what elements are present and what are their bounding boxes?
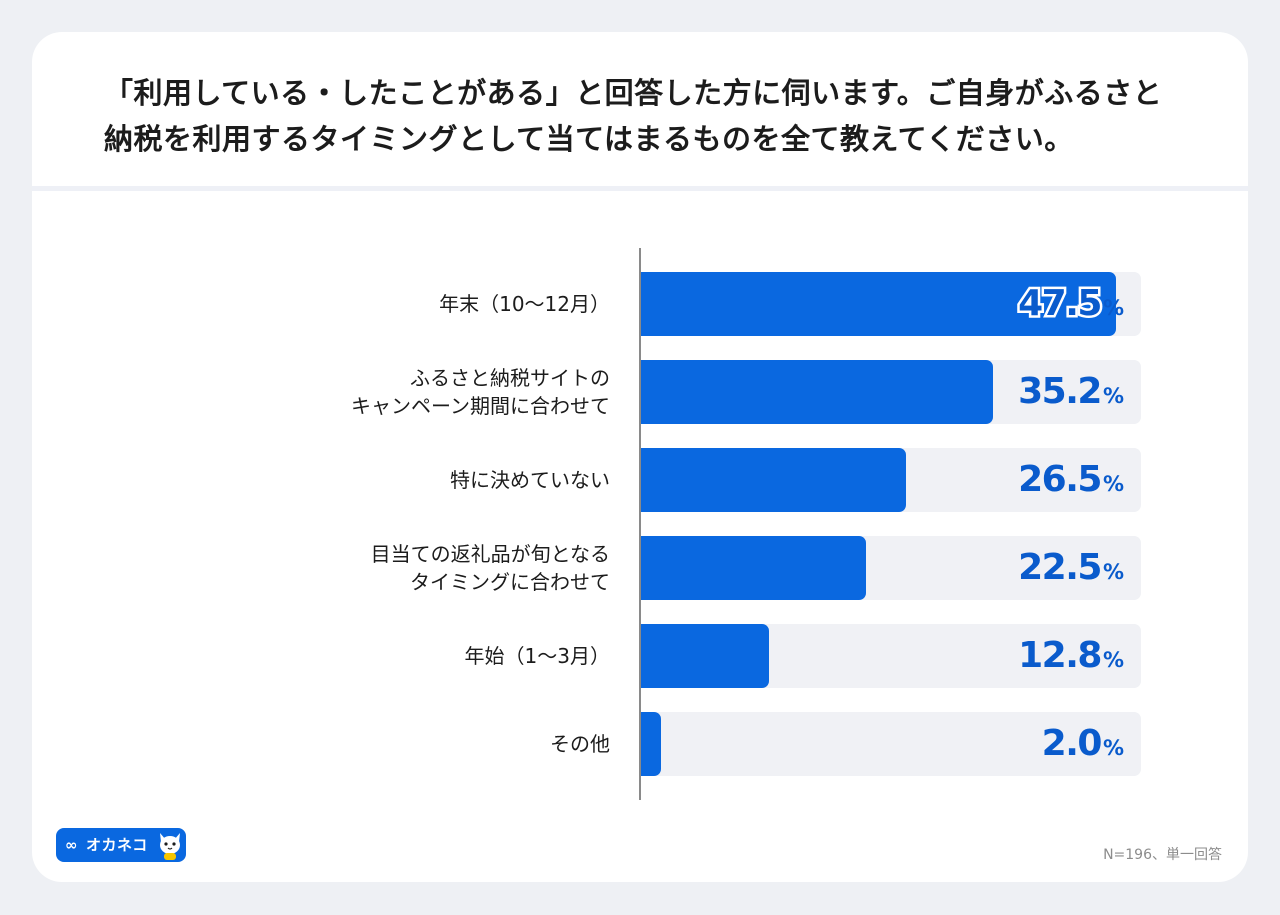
header-divider <box>32 186 1248 191</box>
category-label-line: 年末（10〜12月） <box>439 292 610 316</box>
value-label: 26.5% <box>1018 448 1124 512</box>
value-percent-sign: % <box>1102 648 1124 672</box>
chart-card: 「利用している・したことがある」と回答した方に伺います。ご自身がふるさと 納税を… <box>32 32 1248 882</box>
bar <box>641 624 769 688</box>
sample-note: N=196、単一回答 <box>1103 847 1222 863</box>
value-number: 47.5 <box>1016 281 1105 327</box>
value-label: 35.2% <box>1018 360 1124 424</box>
value-number: 12.8 <box>1018 635 1102 676</box>
okaneko-logo: ∞ オカネコ <box>56 828 186 862</box>
logo-text: オカネコ <box>86 836 148 854</box>
value-label: 12.8% <box>1018 624 1124 688</box>
bar <box>641 536 866 600</box>
category-label: 目当ての返礼品が旬となるタイミングに合わせて <box>290 540 610 596</box>
category-label-line: ふるさと納税サイトの <box>410 366 610 390</box>
chart-title-line-2: 納税を利用するタイミングとして当てはまるものを全て教えてください。 <box>104 122 1074 156</box>
chart-header: 「利用している・したことがある」と回答した方に伺います。ご自身がふるさと 納税を… <box>32 32 1248 186</box>
category-label-line: 目当ての返礼品が旬となる <box>370 542 610 566</box>
category-label: 年始（1〜3月） <box>290 642 610 670</box>
category-label-line: その他 <box>550 732 610 756</box>
value-label: 2.0% <box>1042 712 1124 776</box>
category-label: ふるさと納税サイトのキャンペーン期間に合わせて <box>290 364 610 420</box>
bar <box>641 272 1116 336</box>
cat-mascot-icon <box>160 833 180 860</box>
chart-title-line-1: 「利用している・したことがある」と回答した方に伺います。ご自身がふるさと <box>104 76 1163 110</box>
bar <box>641 448 906 512</box>
category-label-line: キャンペーン期間に合わせて <box>351 394 610 418</box>
value-number: 2.0 <box>1041 723 1103 764</box>
bar <box>641 360 993 424</box>
value-percent-sign: % <box>1102 472 1124 496</box>
category-label: 年末（10〜12月） <box>290 290 610 318</box>
category-axis-line <box>639 248 641 800</box>
category-label: 特に決めていない <box>290 466 610 494</box>
category-label-line: タイミングに合わせて <box>410 570 610 594</box>
value-number: 35.2 <box>1018 371 1102 412</box>
value-percent-sign: % <box>1102 296 1124 320</box>
value-number: 22.5 <box>1018 547 1102 588</box>
value-percent-sign: % <box>1102 384 1124 408</box>
category-label: その他 <box>290 730 610 758</box>
category-label-line: 特に決めていない <box>450 468 610 492</box>
value-percent-sign: % <box>1102 560 1124 584</box>
category-label-line: 年始（1〜3月） <box>464 644 610 668</box>
bar <box>641 712 661 776</box>
value-percent-sign: % <box>1102 736 1124 760</box>
value-label: 22.5% <box>1018 536 1124 600</box>
value-number: 26.5 <box>1018 459 1102 500</box>
value-label: 47.5% <box>1016 272 1124 336</box>
bar-track <box>641 712 1141 776</box>
infinity-icon: ∞ <box>65 836 78 854</box>
chart-title: 「利用している・したことがある」と回答した方に伺います。ご自身がふるさと 納税を… <box>104 70 1204 162</box>
